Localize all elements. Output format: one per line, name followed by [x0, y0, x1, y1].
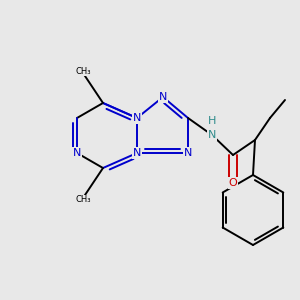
Text: O: O — [229, 178, 237, 188]
Text: N: N — [208, 130, 216, 140]
Text: N: N — [184, 148, 192, 158]
Text: H: H — [208, 116, 216, 126]
Text: CH₃: CH₃ — [75, 67, 91, 76]
Text: N: N — [73, 148, 81, 158]
Text: N: N — [133, 113, 141, 123]
Text: N: N — [133, 148, 141, 158]
Text: N: N — [159, 92, 167, 102]
Text: CH₃: CH₃ — [75, 196, 91, 205]
